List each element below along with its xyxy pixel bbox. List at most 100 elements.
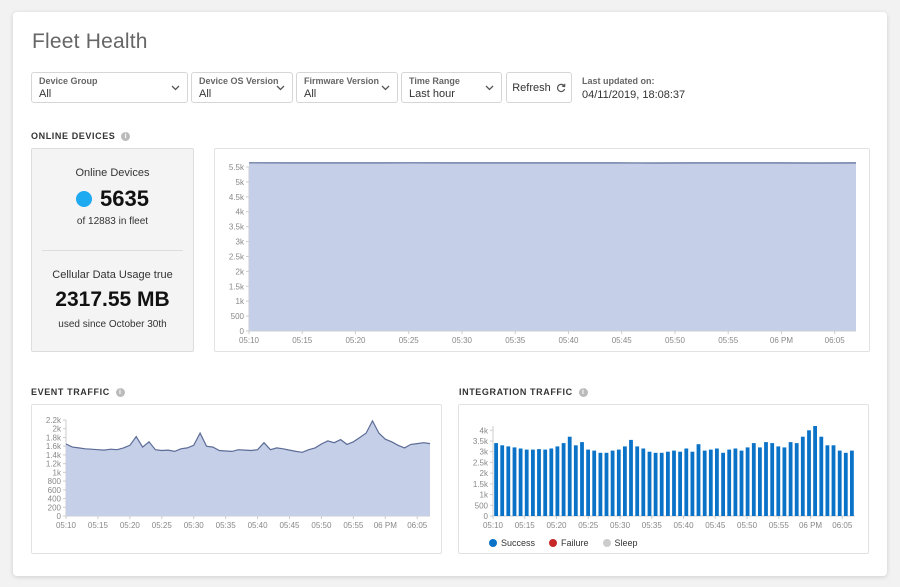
cellular-usage-value: 2317.55 MB — [55, 288, 170, 311]
bar — [721, 452, 725, 516]
x-tick-label: 05:30 — [452, 336, 473, 345]
bar — [647, 451, 652, 516]
x-tick-label: 05:15 — [515, 521, 536, 530]
bar — [659, 452, 664, 516]
bar — [825, 445, 830, 516]
refresh-label: Refresh — [512, 81, 551, 94]
bar — [727, 449, 732, 516]
y-tick-label: 2k — [480, 469, 489, 478]
y-tick-label: 500 — [475, 501, 489, 510]
y-tick-label: 800 — [48, 477, 62, 486]
device-group-label: Device Group — [39, 76, 98, 86]
device-os-version-label: Device OS Version — [199, 76, 279, 86]
bar — [764, 442, 768, 516]
bar — [831, 445, 836, 516]
y-tick-label: 1k — [480, 491, 489, 500]
firmware-version-value: All — [304, 88, 317, 100]
x-tick-label: 05:40 — [248, 521, 269, 530]
x-tick-label: 05:15 — [88, 521, 109, 530]
firmware-version-select[interactable]: Firmware Version All — [296, 72, 398, 103]
bar — [549, 448, 554, 516]
integration-traffic-heading: INTEGRATION TRAFFIC i — [459, 387, 588, 397]
x-tick-label: 05:30 — [184, 521, 205, 530]
bar — [702, 450, 707, 516]
time-range-label: Time Range — [409, 76, 460, 86]
y-tick-label: 1k — [53, 468, 62, 477]
legend-label: Success — [501, 538, 536, 548]
legend-item-sleep[interactable]: Sleep — [602, 538, 638, 548]
y-tick-label: 3k — [236, 238, 245, 247]
bar — [629, 439, 633, 516]
online-count-row: 5635 — [32, 186, 193, 212]
legend-swatch — [549, 539, 558, 547]
x-tick-label: 05:20 — [345, 336, 366, 345]
bar — [696, 444, 701, 516]
stats-divider — [42, 250, 183, 251]
device-group-value: All — [39, 88, 52, 100]
bar — [819, 436, 824, 516]
bar — [850, 450, 854, 516]
y-tick-label: 5.5k — [229, 163, 245, 172]
integration-legend: Success Failure Sleep — [489, 538, 638, 548]
bar — [788, 442, 793, 516]
y-tick-label: 1.8k — [46, 433, 62, 442]
info-icon[interactable]: i — [578, 387, 588, 397]
legend-item-failure[interactable]: Failure — [549, 538, 589, 548]
y-tick-label: 1.6k — [46, 442, 62, 451]
bar — [561, 443, 566, 516]
bar — [512, 447, 517, 516]
y-tick-label: 400 — [48, 495, 62, 504]
device-os-version-value: All — [199, 88, 212, 100]
area-fill — [249, 162, 856, 331]
bar — [807, 430, 811, 516]
x-tick-label: 05:45 — [279, 521, 300, 530]
chevron-down-icon — [485, 85, 494, 91]
x-tick-label: 05:55 — [718, 336, 739, 345]
fleet-total: of 12883 in fleet — [76, 216, 149, 227]
device-group-select[interactable]: Device Group All — [31, 72, 188, 103]
x-tick-label: 06:05 — [407, 521, 428, 530]
legend-item-success[interactable]: Success — [489, 538, 535, 548]
firmware-version-label: Firmware Version — [304, 76, 380, 86]
online-devices-heading: ONLINE DEVICES i — [31, 131, 131, 141]
bar — [715, 448, 719, 516]
y-tick-label: 4k — [236, 208, 245, 217]
bar — [678, 451, 682, 516]
refresh-icon — [556, 83, 566, 92]
info-icon[interactable]: i — [121, 131, 131, 141]
y-tick-label: 1k — [236, 297, 245, 306]
y-tick-label: 1.5k — [473, 480, 489, 489]
time-range-value: Last hour — [409, 88, 455, 100]
legend-swatch — [602, 539, 611, 547]
x-tick-label: 05:45 — [705, 521, 726, 530]
x-tick-label: 05:20 — [120, 521, 141, 530]
y-tick-label: 0 — [240, 327, 245, 336]
bar — [586, 449, 590, 516]
x-tick-label: 05:25 — [578, 521, 599, 530]
info-icon[interactable]: i — [115, 387, 125, 397]
last-updated-value: 04/11/2019, 18:08:37 — [582, 89, 686, 101]
bar — [531, 449, 535, 516]
bar — [635, 446, 640, 516]
bar — [580, 442, 584, 516]
x-tick-label: 05:10 — [56, 521, 77, 530]
legend-label: Sleep — [614, 538, 638, 548]
x-tick-label: 05:35 — [642, 521, 663, 530]
online-devices-stats: Online Devices 5635 of 12883 in fleet Ce… — [31, 148, 194, 352]
bar — [733, 448, 738, 516]
x-tick-label: 06 PM — [374, 521, 397, 530]
bar — [573, 445, 578, 516]
bar — [708, 449, 713, 516]
page-title: Fleet Health — [32, 30, 148, 53]
bar — [543, 449, 548, 516]
device-os-version-select[interactable]: Device OS Version All — [191, 72, 293, 103]
bar — [623, 446, 627, 516]
cellular-usage-since: used since October 30th — [58, 319, 167, 330]
x-tick-label: 05:20 — [546, 521, 567, 530]
y-tick-label: 2.5k — [473, 458, 489, 467]
x-tick-label: 06:05 — [832, 521, 853, 530]
bar — [794, 443, 799, 516]
y-tick-label: 2k — [53, 425, 62, 434]
time-range-select[interactable]: Time Range Last hour — [401, 72, 502, 103]
refresh-button[interactable]: Refresh — [506, 72, 572, 103]
